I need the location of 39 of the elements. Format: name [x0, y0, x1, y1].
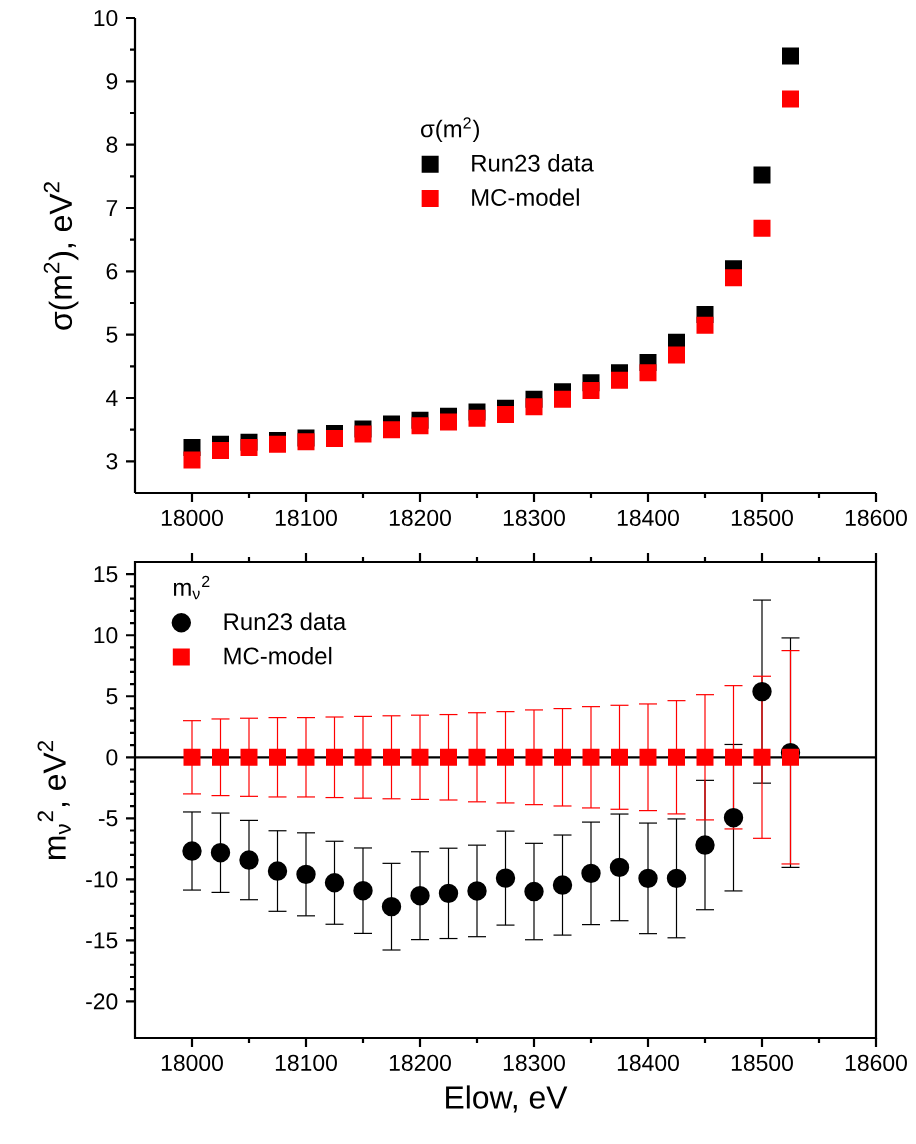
x-tick-label: 18400 [617, 509, 679, 526]
legend-label: Run23 data [224, 612, 347, 631]
y-tick-label: 7 [106, 200, 118, 216]
y-tick-label: 6 [106, 263, 118, 280]
x-tick-label: 18100 [275, 1054, 337, 1071]
y-tick-label: 3 [106, 453, 118, 470]
y-tick-label: 5 [106, 688, 118, 705]
y-tick-label: 9 [106, 73, 118, 90]
y-tick-label: 5 [106, 326, 118, 343]
y-tick-label: -10 [86, 871, 118, 888]
legend-title: m$_{ν}$2 [173, 575, 210, 600]
x-tick-label: 18000 [161, 1054, 223, 1071]
legend-label: MC-model [224, 646, 332, 665]
legend-label: MC-model [472, 188, 579, 206]
x-axis-title: Elow, eV [446, 1085, 568, 1113]
y-tick-label: 10 [94, 9, 118, 27]
y-tick-label: -15 [86, 932, 118, 949]
y-tick-label: 4 [106, 390, 118, 406]
x-tick-label: 18300 [503, 1054, 565, 1071]
x-tick-label: 18400 [617, 1054, 679, 1071]
y-tick-label: -5 [98, 810, 118, 827]
x-tick-label: 18600 [845, 509, 907, 526]
x-tick-label: 18200 [389, 1054, 451, 1071]
x-tick-label: 18500 [731, 1054, 793, 1071]
legend-label: Run23 data [472, 154, 594, 172]
x-tick-label: 18600 [845, 1054, 907, 1071]
y-tick-label: 10 [94, 627, 118, 644]
x-tick-label: 18500 [731, 509, 793, 526]
y-tick-label: 8 [106, 136, 118, 153]
y-tick-label: 0 [106, 749, 118, 766]
y-axis-title: m$_{ν}$$^{2}$, eV$^{2}$ [37, 741, 71, 859]
legend-title: σ(m$^{2}$) [421, 117, 479, 143]
x-tick-label: 18000 [161, 509, 223, 526]
x-tick-label: 18100 [275, 509, 337, 526]
x-tick-label: 18200 [389, 509, 451, 526]
y-tick-label: 15 [94, 566, 118, 583]
y-axis-title: σ(m$^{2}$), eV$^{2}$ [43, 182, 79, 330]
x-tick-label: 18300 [503, 509, 565, 526]
y-tick-label: -20 [86, 993, 118, 1010]
